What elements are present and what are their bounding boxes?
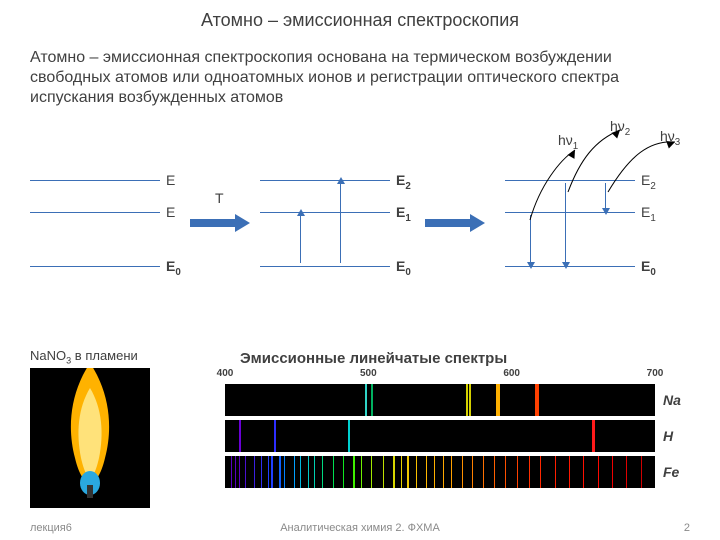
spectra-figure: Эмиссионные линейчатые спектры 400500600… [225, 370, 675, 492]
flame-caption: NaNO3 в пламени [30, 348, 160, 366]
spectrum-Fe [225, 456, 655, 488]
page-title: Атомно – эмиссионная спектроскопия [0, 10, 720, 31]
body-text: Атомно – эмиссионная спектроскопия основ… [30, 48, 690, 108]
spectrum-Na [225, 384, 655, 416]
energy-diagrams: EEE0E2E1E0E2E1E0Thν1hν2hν3 [30, 180, 690, 330]
spectra-title: Эмиссионные линейчатые спектры [240, 350, 507, 367]
flame-image [30, 368, 150, 508]
flame-figure: NaNO3 в пламени [30, 348, 160, 508]
footer: лекция6 Аналитическая химия 2. ФХМА 2 [30, 522, 690, 534]
spectrum-H [225, 420, 655, 452]
footer-center: Аналитическая химия 2. ФХМА [30, 522, 690, 534]
footer-page: 2 [684, 522, 690, 534]
